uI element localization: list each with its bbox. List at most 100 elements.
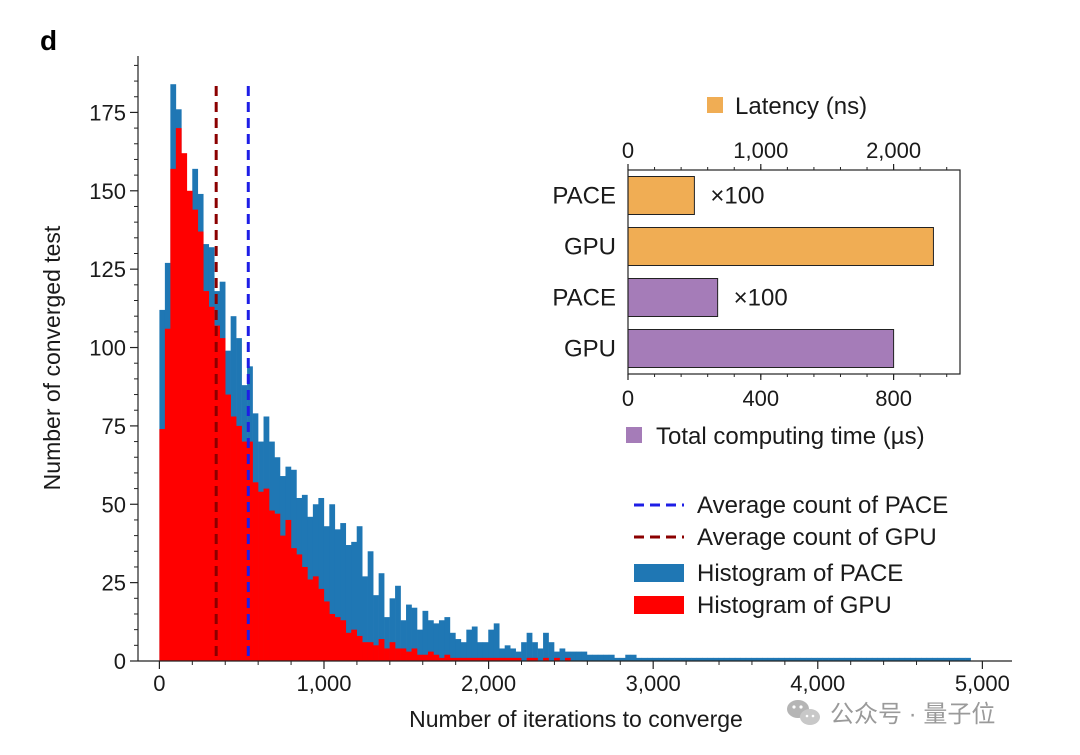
pace-bar [575,651,582,661]
gpu-bar [510,657,516,661]
gpu-bar [307,579,314,661]
pace-bar [318,497,325,661]
y-tick-label: 100 [89,336,126,361]
inset-category-label: GPU [564,234,616,261]
pace-bar [712,657,719,661]
legend-label-gpu-hist: Histogram of GPU [697,592,892,619]
legend-label-pace-hist: Histogram of PACE [697,560,903,587]
inset-bar [627,227,934,266]
pace-bar [943,657,949,661]
x-tick-label: 2,000 [461,671,516,696]
gpu-bar [203,291,210,661]
pace-bar [329,504,336,661]
pace-bar [619,657,626,661]
pace-bar [521,642,527,661]
inset-top-tick-label: 0 [622,138,634,163]
pace-bar [762,657,769,661]
gpu-bar [164,328,171,661]
pace-bar [510,648,516,661]
inset-category-label: GPU [564,336,616,363]
pace-bar [411,607,418,661]
gpu-bar [279,535,286,661]
pace-bar [811,657,818,661]
pace-bar [822,657,829,661]
pace-bar [707,657,714,661]
pace-bar [658,657,664,661]
pace-bar [603,654,610,661]
gpu-bar [208,306,215,661]
pace-bar [373,595,379,661]
inset-top-tick-label: 1,000 [733,138,788,163]
pace-bar [362,576,368,661]
pace-bar [417,629,423,661]
main-axes: 0 1,000 2,000 3,000 4,000 5,000 0 25 50 75 100 125 1… [89,56,1012,696]
pace-bar [740,657,747,661]
pace-bar [839,657,845,661]
y-axis-label: Number of converged test [39,225,65,490]
gpu-bar [417,654,423,661]
pace-bar [723,657,730,661]
pace-bar [537,648,544,661]
gpu-bar [400,648,407,661]
pace-bar [882,657,889,661]
pace-bar [378,573,385,661]
pace-bar [641,657,648,661]
pace-bar [504,645,511,661]
gpu-bar [378,639,385,661]
pace-bar [965,657,971,661]
pace-bar [636,657,643,661]
pace-bar [871,657,878,661]
x-axis-label: Number of iterations to converge [409,706,743,732]
y-tick-label: 25 [102,571,126,596]
gpu-bar [438,657,445,661]
pace-bar [729,657,736,661]
gpu-bar [554,657,560,661]
gpu-bar [263,488,270,661]
gpu-bar [274,513,281,661]
pace-bar [356,526,363,661]
gpu-bar [329,613,336,661]
pace-bar [460,642,467,661]
pace-bar [477,642,484,661]
gpu-bar [504,657,511,661]
gpu-bar [318,588,325,661]
pace-bar [680,657,686,661]
pace-bar [910,657,917,661]
legend-label-pace-avg: Average count of PACE [697,492,948,519]
pace-bar [406,604,412,661]
gpu-bar [526,657,533,661]
gpu-bar [323,601,330,661]
pace-bar [866,657,873,661]
inset-top-axis-label: Latency (ns) [735,93,867,120]
pace-bar [855,657,862,661]
gpu-bar [219,338,226,661]
pace-bar [888,657,895,661]
gpu-bar [427,651,434,661]
wechat-icon [787,700,820,725]
pace-bar [806,657,812,661]
gpu-bar [345,632,352,661]
pace-bar [669,657,675,661]
gpu-bar [236,425,242,661]
y-tick-label: 150 [89,179,126,204]
pace-bar [559,648,566,661]
x-tick-label: 3,000 [626,671,681,696]
pace-bar [395,585,401,661]
pace-bar [427,620,434,661]
pace-bar [548,642,555,661]
pace-bar [351,541,358,661]
gpu-bar [159,429,166,661]
y-tick-label: 125 [89,257,126,282]
pace-bar [334,529,341,661]
y-tick-label: 50 [102,492,126,517]
pace-bar [466,629,473,661]
pace-bar [696,657,703,661]
inset-bottom-axis-label: Total computing time (µs) [656,423,925,450]
gpu-bar [340,620,347,661]
panel-label: d [40,25,57,56]
x-tick-label: 0 [153,671,165,696]
inset-bars [627,176,934,368]
inset-bottom-tick-label: 400 [742,386,779,411]
